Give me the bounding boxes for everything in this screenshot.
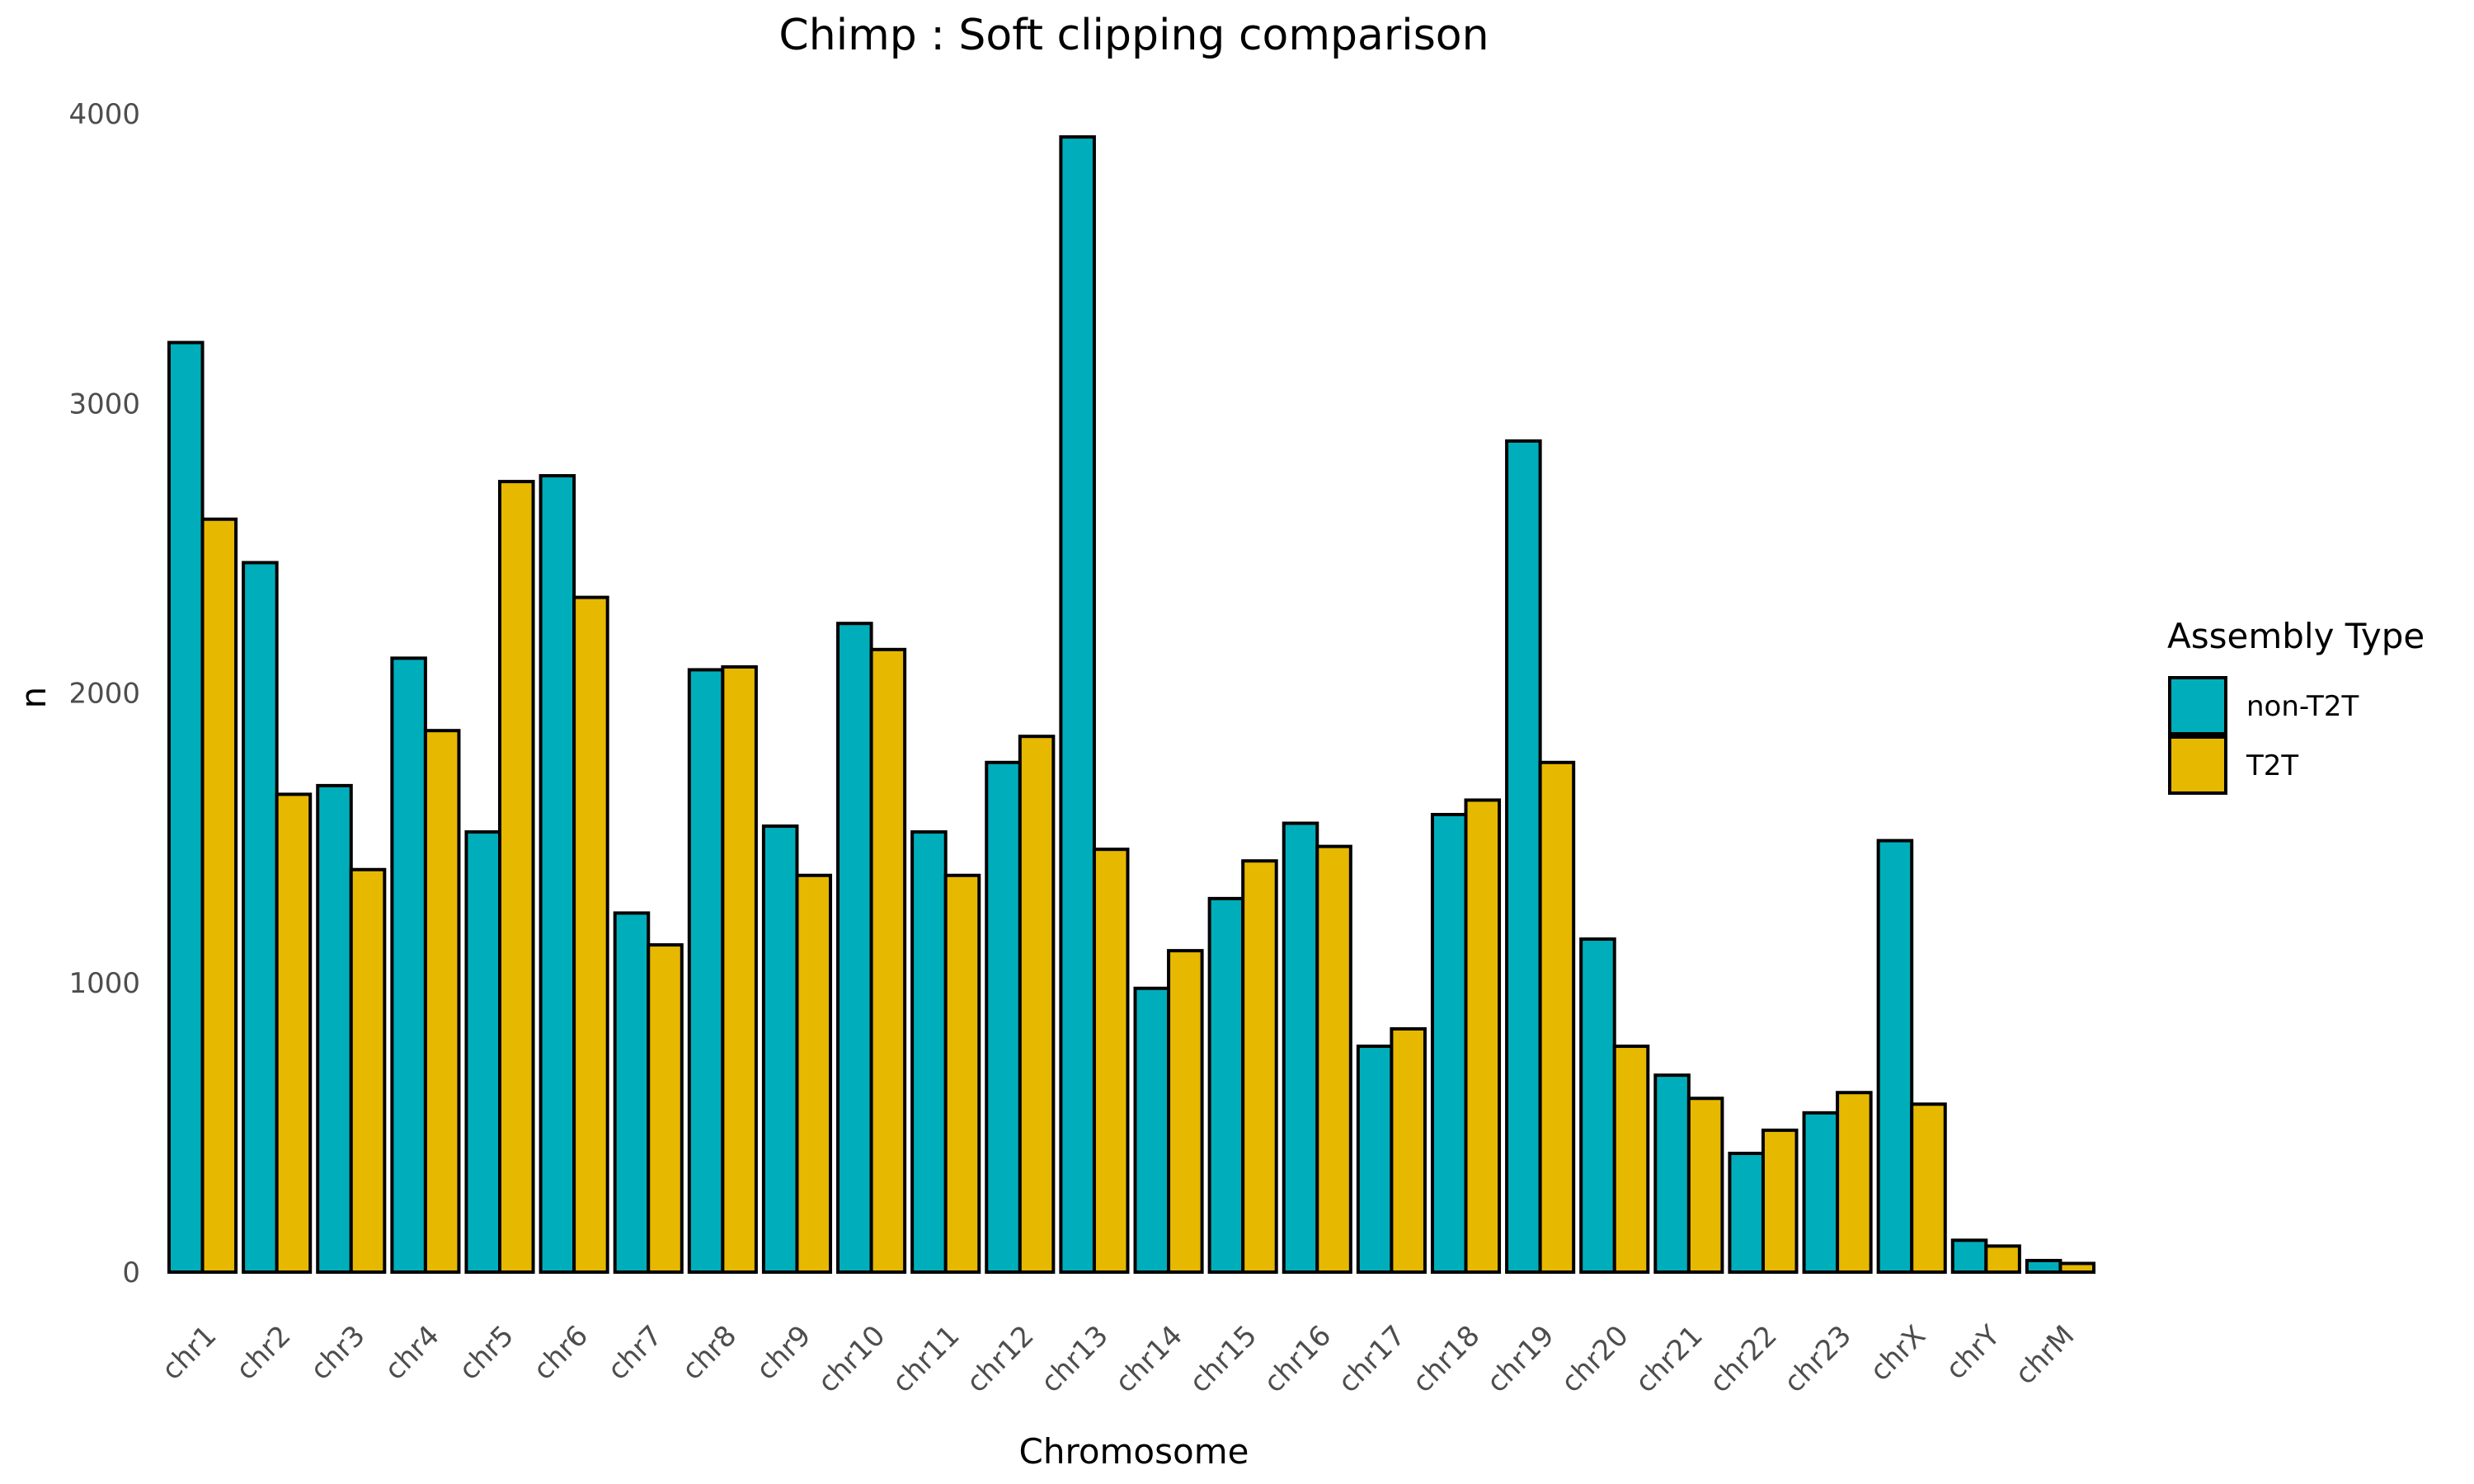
x-tick-label: chr13	[1035, 1319, 1115, 1399]
bar-chr16-T2T	[1315, 844, 1352, 1275]
bar-chr18-T2T	[1464, 798, 1502, 1274]
bar-chr5-T2T	[498, 480, 535, 1274]
bar-chr14-T2T	[1167, 949, 1204, 1274]
x-tick-label: chr23	[1778, 1319, 1858, 1399]
bar-chrM-T2T	[2058, 1261, 2095, 1274]
bar-chr14-non-T2T	[1133, 986, 1171, 1275]
y-tick-label: 3000	[68, 387, 140, 420]
x-tick-label: chr12	[960, 1319, 1040, 1399]
bar-chr3-non-T2T	[316, 783, 353, 1274]
x-tick-label: chr3	[304, 1319, 372, 1387]
x-tick-label: chr19	[1480, 1319, 1560, 1399]
bar-chr2-non-T2T	[242, 561, 279, 1274]
x-axis: chr1 chr2 chr3 chr4 chr5 chr6 chr7 chr8 chr9chr1…	[155, 1319, 2081, 1399]
legend-items: non-T2T T2T	[2168, 676, 2359, 795]
bar-chrY-T2T	[1984, 1244, 2021, 1275]
bar-chr15-non-T2T	[1207, 896, 1245, 1274]
x-tick-label: chr9	[750, 1319, 817, 1387]
y-tick-label: 0	[122, 1256, 140, 1289]
x-tick-label: chrX	[1864, 1319, 1932, 1388]
bar-chr22-T2T	[1761, 1128, 1799, 1275]
x-tick-label: chr10	[811, 1319, 891, 1399]
legend-swatch-T2T	[2168, 735, 2227, 795]
x-tick-label: chr7	[601, 1319, 669, 1387]
bar-chr20-T2T	[1612, 1045, 1650, 1275]
bar-chr10-non-T2T	[836, 622, 873, 1274]
bar-chr9-T2T	[795, 873, 833, 1275]
x-tick-label: chr5	[453, 1319, 520, 1387]
bar-chr13-non-T2T	[1059, 135, 1096, 1275]
bar-chr3-T2T	[349, 867, 387, 1274]
bar-chr19-non-T2T	[1505, 439, 1542, 1274]
bar-chr16-non-T2T	[1282, 821, 1319, 1274]
bar-chr21-T2T	[1686, 1097, 1724, 1274]
x-tick-label: chr6	[527, 1319, 595, 1387]
x-tick-label: chrY	[1940, 1319, 2006, 1386]
bar-chr4-T2T	[423, 729, 461, 1274]
bar-chr23-non-T2T	[1802, 1111, 1840, 1275]
x-tick-label: chr15	[1183, 1319, 1263, 1399]
bar-chr6-non-T2T	[539, 474, 576, 1274]
x-tick-label: chr20	[1554, 1319, 1634, 1399]
legend-swatch-non-T2T	[2168, 676, 2227, 735]
bar-chr21-non-T2T	[1653, 1073, 1691, 1275]
bars	[167, 135, 2095, 1275]
x-tick-label: chr14	[1109, 1319, 1189, 1399]
x-tick-label: chr4	[379, 1319, 446, 1387]
x-tick-label: chr1	[155, 1319, 223, 1387]
bar-chr17-non-T2T	[1356, 1045, 1394, 1275]
bar-chr18-non-T2T	[1430, 813, 1468, 1274]
y-axis-title: n	[13, 687, 54, 709]
legend: Assembly Type non-T2T T2T	[2167, 616, 2425, 795]
chart-title: Chimp : Soft clipping comparison	[778, 11, 1489, 60]
x-tick-label: chr17	[1332, 1319, 1412, 1399]
y-axis: 0 1000 2000 3000 4000	[68, 98, 140, 1289]
x-tick-label: chr16	[1258, 1319, 1338, 1399]
bar-chr11-T2T	[943, 873, 981, 1275]
bar-chr10-T2T	[869, 647, 907, 1274]
x-tick-label: chr21	[1630, 1319, 1710, 1399]
bar-chr22-non-T2T	[1728, 1151, 1765, 1274]
x-axis-title: Chromosome	[1019, 1431, 1249, 1472]
bar-chr7-non-T2T	[613, 911, 651, 1274]
bar-chr6-T2T	[572, 595, 609, 1274]
bar-chr23-T2T	[1836, 1091, 1873, 1274]
bar-chr5-non-T2T	[464, 830, 502, 1274]
bar-chr19-T2T	[1538, 760, 1576, 1274]
bar-chrM-non-T2T	[2025, 1258, 2062, 1274]
legend-label: non-T2T	[2246, 690, 2359, 723]
y-tick-label: 2000	[68, 678, 140, 711]
x-tick-label: chrM	[2009, 1319, 2081, 1391]
bar-chr20-non-T2T	[1579, 937, 1616, 1275]
legend-label: T2T	[2246, 749, 2298, 782]
bar-chr11-non-T2T	[910, 830, 948, 1274]
bar-chr12-non-T2T	[985, 760, 1022, 1274]
bar-chr4-non-T2T	[390, 656, 427, 1274]
bar-chr2-T2T	[275, 792, 313, 1274]
bar-chrY-non-T2T	[1950, 1238, 1988, 1274]
x-tick-label: chr22	[1704, 1319, 1784, 1399]
bar-chr13-T2T	[1092, 848, 1130, 1275]
bar-chr17-T2T	[1390, 1026, 1427, 1274]
x-tick-label: chr18	[1406, 1319, 1486, 1399]
bar-chr7-T2T	[647, 943, 684, 1274]
bar-chr1-non-T2T	[167, 340, 205, 1274]
y-tick-label: 4000	[68, 98, 140, 131]
x-tick-label: chr2	[230, 1319, 298, 1387]
x-tick-label: chr11	[886, 1319, 966, 1399]
x-tick-label: chr8	[675, 1319, 743, 1387]
bar-chr1-T2T	[200, 517, 238, 1274]
bar-chr8-non-T2T	[687, 668, 725, 1274]
bar-chrX-non-T2T	[1876, 838, 1914, 1274]
bar-chr12-T2T	[1018, 735, 1056, 1274]
y-tick-label: 1000	[68, 967, 140, 1000]
legend-title: Assembly Type	[2167, 616, 2425, 656]
bar-chr8-T2T	[721, 665, 758, 1274]
bar-chr15-T2T	[1241, 859, 1278, 1274]
bar-chr9-non-T2T	[761, 824, 799, 1274]
bar-chrX-T2T	[1910, 1102, 1947, 1275]
